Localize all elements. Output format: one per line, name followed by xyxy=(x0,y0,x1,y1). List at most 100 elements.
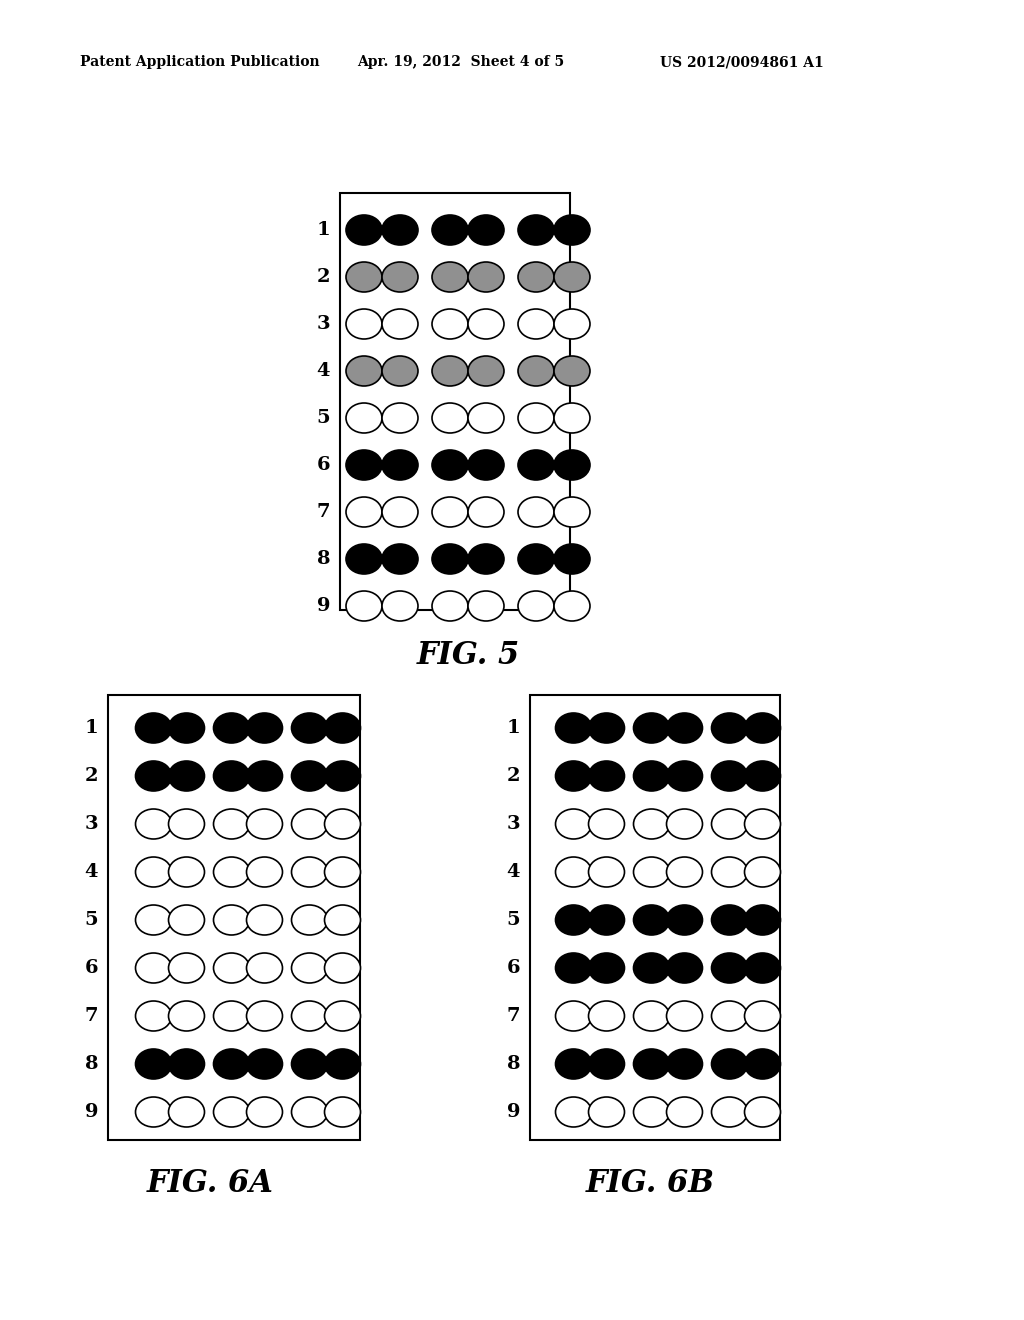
Ellipse shape xyxy=(325,1097,360,1127)
Ellipse shape xyxy=(554,261,590,292)
Ellipse shape xyxy=(518,261,554,292)
Ellipse shape xyxy=(744,713,780,743)
Text: 5: 5 xyxy=(316,409,330,426)
Ellipse shape xyxy=(744,809,780,840)
Text: 9: 9 xyxy=(316,597,330,615)
Text: 3: 3 xyxy=(84,814,98,833)
Ellipse shape xyxy=(468,544,504,574)
Ellipse shape xyxy=(468,498,504,527)
Ellipse shape xyxy=(712,762,748,791)
Ellipse shape xyxy=(169,1097,205,1127)
Ellipse shape xyxy=(213,809,250,840)
Ellipse shape xyxy=(213,857,250,887)
Ellipse shape xyxy=(247,713,283,743)
Ellipse shape xyxy=(382,215,418,246)
Ellipse shape xyxy=(432,261,468,292)
Ellipse shape xyxy=(169,1049,205,1078)
Ellipse shape xyxy=(169,906,205,935)
Ellipse shape xyxy=(346,450,382,480)
Ellipse shape xyxy=(292,1001,328,1031)
Ellipse shape xyxy=(518,403,554,433)
Ellipse shape xyxy=(554,403,590,433)
Ellipse shape xyxy=(292,1049,328,1078)
Ellipse shape xyxy=(589,906,625,935)
Text: 1: 1 xyxy=(316,220,330,239)
Ellipse shape xyxy=(325,809,360,840)
Ellipse shape xyxy=(555,906,592,935)
Ellipse shape xyxy=(589,953,625,983)
Ellipse shape xyxy=(589,1097,625,1127)
Ellipse shape xyxy=(432,544,468,574)
Ellipse shape xyxy=(382,591,418,620)
Ellipse shape xyxy=(667,857,702,887)
Ellipse shape xyxy=(346,544,382,574)
Ellipse shape xyxy=(247,1049,283,1078)
Ellipse shape xyxy=(712,1001,748,1031)
Ellipse shape xyxy=(712,809,748,840)
Text: FIG. 5: FIG. 5 xyxy=(417,640,519,671)
Ellipse shape xyxy=(554,356,590,385)
Ellipse shape xyxy=(555,713,592,743)
Ellipse shape xyxy=(247,953,283,983)
Text: 6: 6 xyxy=(84,960,98,977)
Ellipse shape xyxy=(382,403,418,433)
Ellipse shape xyxy=(712,1097,748,1127)
Ellipse shape xyxy=(325,906,360,935)
Text: 7: 7 xyxy=(507,1007,520,1026)
Ellipse shape xyxy=(554,450,590,480)
Ellipse shape xyxy=(518,591,554,620)
Ellipse shape xyxy=(634,906,670,935)
Ellipse shape xyxy=(555,1049,592,1078)
Ellipse shape xyxy=(634,713,670,743)
Text: 7: 7 xyxy=(85,1007,98,1026)
Text: Apr. 19, 2012  Sheet 4 of 5: Apr. 19, 2012 Sheet 4 of 5 xyxy=(357,55,564,69)
Ellipse shape xyxy=(634,953,670,983)
Ellipse shape xyxy=(555,1001,592,1031)
Text: 8: 8 xyxy=(316,550,330,568)
Ellipse shape xyxy=(382,309,418,339)
Ellipse shape xyxy=(744,762,780,791)
Ellipse shape xyxy=(169,713,205,743)
Ellipse shape xyxy=(468,261,504,292)
Ellipse shape xyxy=(432,356,468,385)
Ellipse shape xyxy=(634,762,670,791)
Ellipse shape xyxy=(325,1001,360,1031)
Ellipse shape xyxy=(744,906,780,935)
Ellipse shape xyxy=(744,1049,780,1078)
Ellipse shape xyxy=(744,1097,780,1127)
Ellipse shape xyxy=(432,450,468,480)
Ellipse shape xyxy=(135,762,171,791)
Ellipse shape xyxy=(247,1001,283,1031)
Text: 1: 1 xyxy=(84,719,98,737)
Ellipse shape xyxy=(247,1097,283,1127)
Ellipse shape xyxy=(382,356,418,385)
Ellipse shape xyxy=(346,356,382,385)
Ellipse shape xyxy=(667,1097,702,1127)
Bar xyxy=(530,696,780,1140)
Ellipse shape xyxy=(169,857,205,887)
Ellipse shape xyxy=(169,953,205,983)
Text: 7: 7 xyxy=(316,503,330,521)
Ellipse shape xyxy=(712,857,748,887)
Text: 9: 9 xyxy=(507,1104,520,1121)
Ellipse shape xyxy=(667,713,702,743)
Ellipse shape xyxy=(667,906,702,935)
Ellipse shape xyxy=(135,1049,171,1078)
Ellipse shape xyxy=(135,809,171,840)
Ellipse shape xyxy=(213,713,250,743)
Ellipse shape xyxy=(468,309,504,339)
Ellipse shape xyxy=(135,1001,171,1031)
Ellipse shape xyxy=(712,953,748,983)
Ellipse shape xyxy=(213,1049,250,1078)
Ellipse shape xyxy=(213,762,250,791)
Ellipse shape xyxy=(667,1049,702,1078)
Ellipse shape xyxy=(634,1049,670,1078)
Ellipse shape xyxy=(555,762,592,791)
Text: 5: 5 xyxy=(84,911,98,929)
Ellipse shape xyxy=(518,309,554,339)
Ellipse shape xyxy=(346,591,382,620)
Text: 8: 8 xyxy=(507,1055,520,1073)
Text: 9: 9 xyxy=(85,1104,98,1121)
Ellipse shape xyxy=(589,762,625,791)
Ellipse shape xyxy=(247,762,283,791)
